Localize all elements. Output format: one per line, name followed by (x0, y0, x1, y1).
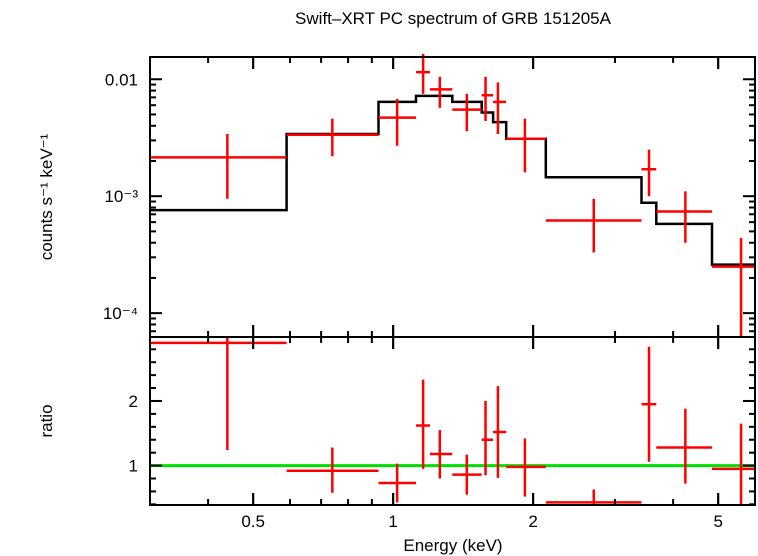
ratio-points (150, 337, 755, 505)
data-point-8 (493, 82, 507, 135)
data-point-1 (150, 134, 287, 199)
x-tick-label: 0.5 (241, 512, 265, 531)
bottom-y-axis-label: ratio (37, 404, 56, 437)
data-point-7 (481, 76, 494, 121)
ratio-point-4 (416, 379, 430, 469)
ratio-point-12 (656, 408, 713, 484)
x-axis-label: Energy (keV) (403, 536, 502, 555)
bottom-y-tick-label: 2 (129, 392, 138, 411)
data-point-6 (452, 93, 482, 132)
top-y-tick-label: 10⁻⁴ (103, 304, 138, 323)
chart-title: Swift–XRT PC spectrum of GRB 151205A (295, 9, 612, 28)
x-tick-label: 1 (388, 512, 397, 531)
data-point-9 (506, 118, 546, 173)
x-tick-labels: 0.5 1 2 5 (241, 512, 723, 531)
ratio-point-10 (545, 489, 642, 505)
data-point-4 (416, 53, 430, 94)
x-tick-label: 2 (528, 512, 537, 531)
ratio-point-6 (452, 454, 482, 495)
data-points (150, 53, 755, 337)
data-point-2 (286, 118, 379, 157)
top-y-tick-label: 0.01 (105, 70, 138, 89)
ratio-point-5 (429, 430, 453, 479)
ratio-point-9 (506, 438, 546, 497)
data-point-10 (545, 198, 642, 253)
bottom-panel-frame (149, 336, 756, 506)
data-point-13 (712, 237, 755, 337)
top-y-tick-label: 10⁻³ (104, 187, 138, 206)
data-point-5 (429, 76, 453, 108)
ratio-point-2 (286, 447, 379, 493)
data-point-12 (656, 191, 713, 243)
model-step-path (150, 94, 755, 266)
data-point-3 (378, 98, 417, 146)
top-panel: 0.01 10⁻³ 10⁻⁴ counts s⁻¹ keV⁻¹ (37, 53, 756, 338)
bottom-panel-ticks: 12 (129, 337, 755, 506)
bottom-y-tick-label: 1 (129, 457, 138, 476)
top-panel-ticks: 0.01 10⁻³ 10⁻⁴ (103, 57, 755, 337)
ratio-point-3 (378, 463, 417, 503)
ratio-point-1 (150, 337, 287, 451)
bottom-panel: 12 ratio (37, 336, 756, 506)
model-step-line (150, 94, 755, 266)
x-tick-label: 5 (713, 512, 722, 531)
ratio-point-13 (712, 423, 755, 505)
top-y-axis-label: counts s⁻¹ keV⁻¹ (37, 133, 56, 260)
data-point-11 (641, 149, 657, 197)
ratio-point-8 (493, 386, 507, 478)
ratio-point-7 (481, 400, 494, 476)
ratio-point-11 (641, 346, 657, 462)
